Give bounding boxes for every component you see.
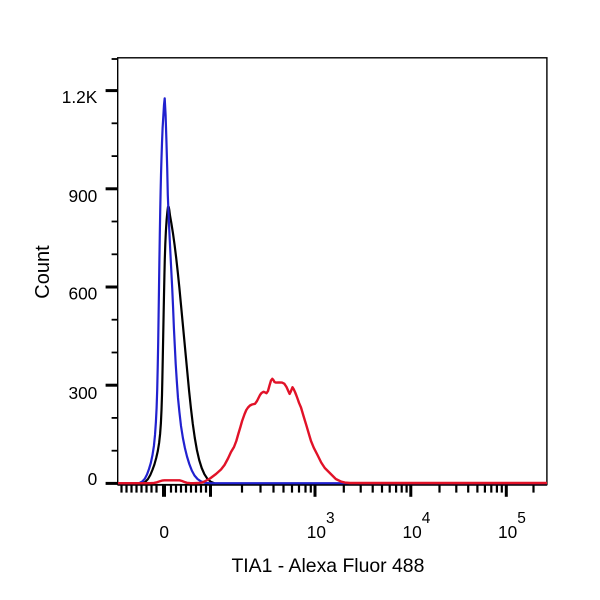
svg-text:1.2K: 1.2K: [62, 87, 98, 107]
svg-text:300: 300: [68, 383, 97, 403]
svg-text:TIA1 - Alexa Fluor 488: TIA1 - Alexa Fluor 488: [231, 555, 424, 577]
svg-text:0: 0: [88, 469, 98, 489]
svg-text:900: 900: [68, 186, 97, 206]
svg-text:0: 0: [159, 522, 169, 542]
svg-text:600: 600: [68, 284, 97, 304]
svg-text:Count: Count: [32, 245, 54, 299]
